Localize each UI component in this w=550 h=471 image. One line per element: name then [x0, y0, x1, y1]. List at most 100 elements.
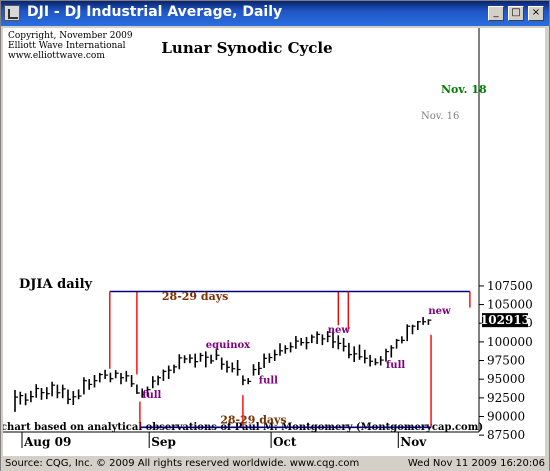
- price-bar: [416, 321, 421, 331]
- maximize-button[interactable]: □: [508, 6, 524, 21]
- price-bar: [268, 353, 273, 363]
- price-bar: [427, 319, 432, 325]
- x-tick-label: Nov: [400, 435, 427, 449]
- cycle-interval-label: 28-29 days: [162, 290, 228, 303]
- price-bar: [141, 388, 146, 398]
- price-bar: [263, 353, 268, 368]
- price-bar: [279, 343, 283, 356]
- price-bar: [45, 387, 50, 400]
- price-bar: [422, 317, 427, 325]
- price-bar: [120, 372, 124, 385]
- x-tick-label: Sep: [151, 435, 176, 449]
- cycle-interval-label: 28-29 days: [220, 414, 286, 427]
- price-bar: [183, 355, 188, 364]
- y-tick-label: 95000: [487, 372, 525, 386]
- status-datetime: Wed Nov 11 2009 16:20:06: [407, 458, 545, 469]
- last-value-label: 102913: [480, 313, 530, 327]
- moon-phase-label: full: [259, 375, 278, 386]
- series-label: DJIA daily: [19, 277, 93, 292]
- price-bar: [300, 337, 305, 346]
- y-tick-label: 105000: [487, 298, 533, 312]
- price-bar: [247, 378, 252, 385]
- price-bar: [173, 364, 177, 374]
- price-bar: [99, 372, 103, 383]
- moon-phase-label: new: [328, 325, 351, 336]
- price-bar: [316, 331, 321, 345]
- y-tick-label: 100000: [487, 335, 533, 349]
- price-bar: [77, 389, 82, 400]
- price-bar: [189, 354, 193, 364]
- projection-label: Nov. 18: [441, 83, 487, 96]
- price-bar: [337, 335, 342, 350]
- chart-app-icon[interactable]: [4, 5, 20, 21]
- price-bar: [210, 354, 215, 364]
- title-bar[interactable]: DJI - DJ Industrial Average, Daily _ □ ×: [1, 1, 549, 26]
- price-bar: [273, 349, 278, 361]
- price-bar: [130, 375, 135, 387]
- price-bar: [72, 391, 77, 406]
- price-bar: [205, 351, 209, 368]
- price-bar: [363, 349, 368, 364]
- price-bar: [332, 330, 336, 349]
- y-tick-label: 90000: [487, 410, 525, 424]
- price-bar: [152, 376, 156, 389]
- close-button[interactable]: ×: [528, 6, 544, 21]
- price-bar: [242, 375, 246, 386]
- moon-phase-label: equinox: [206, 340, 251, 351]
- price-bar: [374, 358, 379, 366]
- price-bar: [146, 386, 151, 397]
- price-bar: [24, 393, 29, 406]
- price-bar: [104, 369, 109, 379]
- moon-phase-label: full: [142, 390, 161, 401]
- price-bar: [231, 362, 236, 373]
- price-bar: [67, 389, 71, 405]
- x-tick-label: Oct: [273, 435, 297, 449]
- chart-title: Lunar Synodic Cycle: [161, 39, 332, 57]
- copyright-line-3: www.elliottwave.com: [8, 51, 105, 61]
- y-tick-label: 107500: [487, 279, 533, 293]
- minimize-button[interactable]: _: [488, 6, 504, 21]
- price-bar: [358, 344, 363, 360]
- price-bar: [51, 381, 56, 397]
- y-tick-label: 87500: [487, 428, 525, 442]
- price-bar: [215, 348, 220, 361]
- price-bar: [252, 364, 257, 376]
- price-bar: [56, 384, 61, 399]
- price-bar: [125, 370, 130, 382]
- price-bar: [167, 365, 172, 379]
- price-bar: [19, 391, 24, 405]
- price-bar: [40, 387, 45, 400]
- price-bar: [406, 324, 411, 342]
- status-source: Source: CQG, Inc. © 2009 All rights rese…: [5, 458, 360, 469]
- chart-area[interactable]: Copyright, November 2009 Elliott Wave In…: [1, 28, 545, 456]
- price-bar: [310, 334, 315, 344]
- price-bar: [14, 389, 18, 412]
- price-bar: [321, 334, 326, 346]
- price-bar: [289, 342, 294, 353]
- chart-svg: Copyright, November 2009 Elliott Wave In…: [1, 28, 545, 456]
- price-bar: [162, 369, 167, 381]
- price-bar: [35, 384, 40, 398]
- price-bar: [395, 338, 400, 349]
- status-bar: Source: CQG, Inc. © 2009 All rights rese…: [1, 457, 549, 471]
- price-bar: [114, 370, 119, 379]
- y-tick-label: 97500: [487, 354, 525, 368]
- price-bar: [194, 353, 199, 368]
- price-bar: [342, 338, 347, 352]
- price-bar: [379, 356, 384, 366]
- moon-phase-label: new: [428, 306, 451, 317]
- price-bar: [109, 372, 114, 383]
- window-title: DJI - DJ Industrial Average, Daily: [27, 4, 283, 20]
- price-bar: [401, 336, 405, 344]
- price-bar: [199, 352, 204, 362]
- price-bar: [236, 360, 241, 376]
- price-bar: [385, 348, 389, 362]
- price-bar: [390, 345, 395, 358]
- price-bar: [88, 379, 93, 390]
- price-bar: [30, 390, 34, 403]
- price-bar: [411, 324, 416, 335]
- price-bar: [178, 354, 183, 370]
- moon-phase-label: full: [386, 360, 405, 371]
- price-bar: [226, 360, 230, 373]
